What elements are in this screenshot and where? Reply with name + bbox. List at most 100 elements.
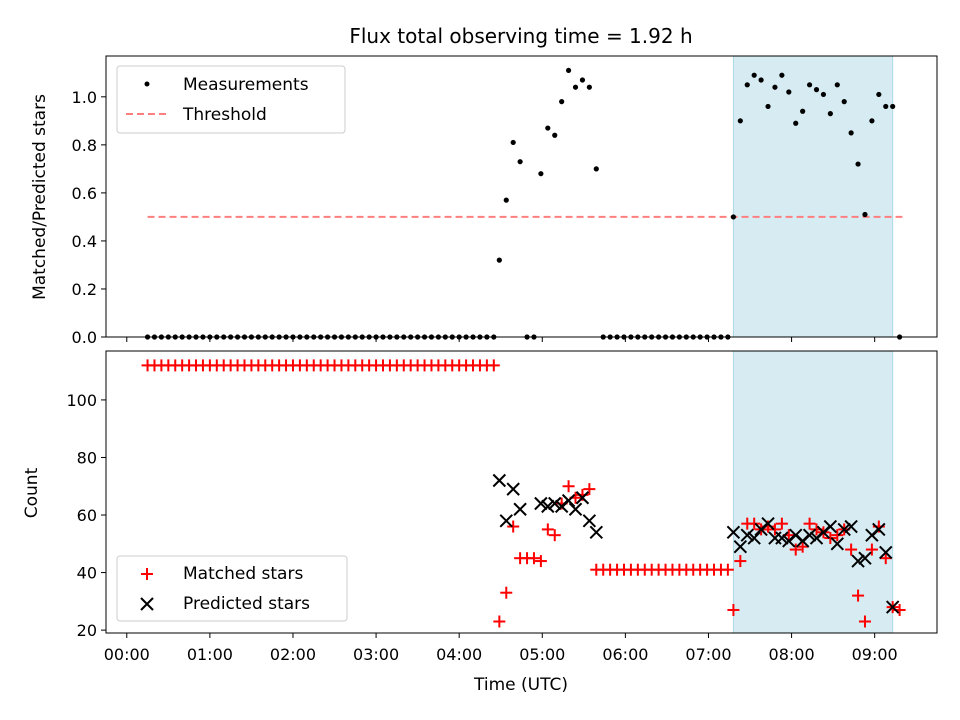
predicted-star-point: [844, 519, 858, 534]
bottom-legend: Matched stars Predicted stars: [116, 555, 348, 622]
matched-star-point: [879, 552, 892, 565]
bottom-panel: 20 40 60 80 100 00:00 01:00 02:00 03:00 04:00 05:…: [22, 350, 938, 695]
matched-star-point: [721, 563, 734, 576]
measurement-point: [744, 82, 750, 88]
predicted-star-point: [541, 499, 555, 514]
measurement-point: [862, 211, 868, 218]
measurement-point: [593, 166, 599, 172]
measurement-point: [538, 171, 544, 177]
measurement-point: [827, 111, 833, 117]
predicted-star-point: [872, 522, 886, 537]
matched-star-point: [541, 523, 554, 536]
measurement-point: [503, 197, 509, 203]
matched-star-point: [583, 483, 596, 496]
top-shaded-span: [732, 55, 894, 338]
x-tick-label: 01:00: [187, 645, 233, 664]
measurement-point: [848, 130, 854, 136]
predicted-star-point: [589, 525, 603, 539]
predicted-star-point: [823, 519, 838, 534]
top-legend: Measurements Threshold: [116, 65, 346, 134]
predicted-star-point: [747, 531, 761, 545]
measurement-point: [813, 87, 820, 93]
measurement-point: [779, 72, 785, 78]
top-y-tick-label: 0.8: [72, 136, 97, 155]
matched-star-point: [768, 523, 781, 536]
matched-star-point: [858, 615, 871, 628]
x-tick-label: 07:00: [685, 645, 731, 664]
predicted-star-point: [858, 551, 872, 565]
top-panel: 0.0 0.2 0.4 0.6 0.8 1.0 Matched/Predicted sta…: [30, 55, 938, 347]
x-tick-label: 06:00: [602, 645, 648, 664]
predicted-star-point: [513, 502, 527, 516]
predicted-star-point: [506, 482, 520, 496]
predicted-star-point: [802, 528, 817, 542]
measurement-point: [793, 120, 799, 126]
bottom-shaded-span: [732, 350, 894, 634]
measurement-point: [517, 159, 523, 165]
x-tick-label: 08:00: [769, 645, 815, 664]
matched-star-point: [852, 589, 865, 602]
matched-star-point: [865, 543, 878, 556]
figure-title: Flux total observing time = 1.92 h: [349, 24, 692, 48]
legend-matched-marker: [141, 568, 153, 580]
bottom-y-tick-label: 20: [77, 621, 97, 640]
top-y-tick-label: 0.0: [72, 328, 97, 347]
bottom-marks: [141, 359, 906, 628]
predicted-star-point: [534, 496, 548, 511]
matched-star-point: [562, 480, 575, 493]
measurement-point: [883, 103, 889, 110]
top-y-ticks: 0.0 0.2 0.4 0.6 0.8 1.0: [72, 88, 106, 347]
top-y-tick-label: 1.0: [72, 88, 97, 107]
predicted-star-point: [879, 545, 893, 560]
matched-star-point: [734, 555, 747, 568]
matched-star-point: [803, 517, 816, 530]
predicted-star-point: [761, 516, 775, 531]
legend-predicted-marker: [140, 597, 154, 611]
measurement-point: [730, 214, 737, 220]
matched-star-point: [796, 540, 809, 553]
x-tick-label: 05:00: [519, 645, 565, 664]
matched-star-point: [548, 529, 561, 542]
measurement-point: [765, 103, 771, 110]
matched-star-point: [775, 517, 788, 530]
top-axes-frame: [105, 55, 938, 338]
x-tick-label: 00:00: [104, 645, 150, 664]
measurement-point: [545, 125, 551, 131]
measurement-point: [565, 67, 572, 74]
predicted-star-point: [775, 531, 789, 545]
measurement-point: [806, 82, 813, 88]
predicted-star-point: [733, 539, 748, 554]
matched-star-point: [527, 552, 540, 565]
legend-matched-label: Matched stars: [183, 564, 303, 584]
predicted-star-point: [548, 496, 562, 511]
predicted-star-point: [568, 502, 583, 516]
x-tick-label: 03:00: [353, 645, 399, 664]
measurement-point: [552, 132, 558, 138]
bottom-axes-frame: [105, 350, 938, 634]
matched-star-point: [500, 586, 513, 599]
predicted-star-point: [830, 537, 844, 551]
measurement-point: [572, 84, 579, 90]
measurement-point: [496, 257, 502, 263]
predicted-star-point: [837, 522, 851, 537]
matched-star-point: [845, 543, 858, 556]
measurement-point: [737, 118, 743, 124]
measurement-point: [579, 77, 586, 83]
matched-star-point: [727, 603, 740, 616]
predicted-star-point: [740, 528, 754, 542]
measurement-point: [869, 118, 875, 124]
top-x-ticks: [126, 337, 876, 342]
bottom-y-ticks: 20 40 60 80 100: [66, 391, 106, 640]
measurement-point: [855, 161, 861, 167]
top-y-tick-label: 0.6: [72, 184, 97, 203]
matched-star-point: [748, 517, 761, 530]
matched-star-point: [487, 359, 500, 372]
legend-predicted-label: Predicted stars: [183, 594, 310, 614]
x-tick-label: 04:00: [436, 645, 482, 664]
matched-star-point: [824, 532, 837, 545]
bottom-y-axis-label: Count: [22, 467, 42, 518]
predicted-star-point: [885, 600, 900, 614]
matched-star-point: [831, 529, 844, 542]
measurement-point: [890, 103, 896, 110]
